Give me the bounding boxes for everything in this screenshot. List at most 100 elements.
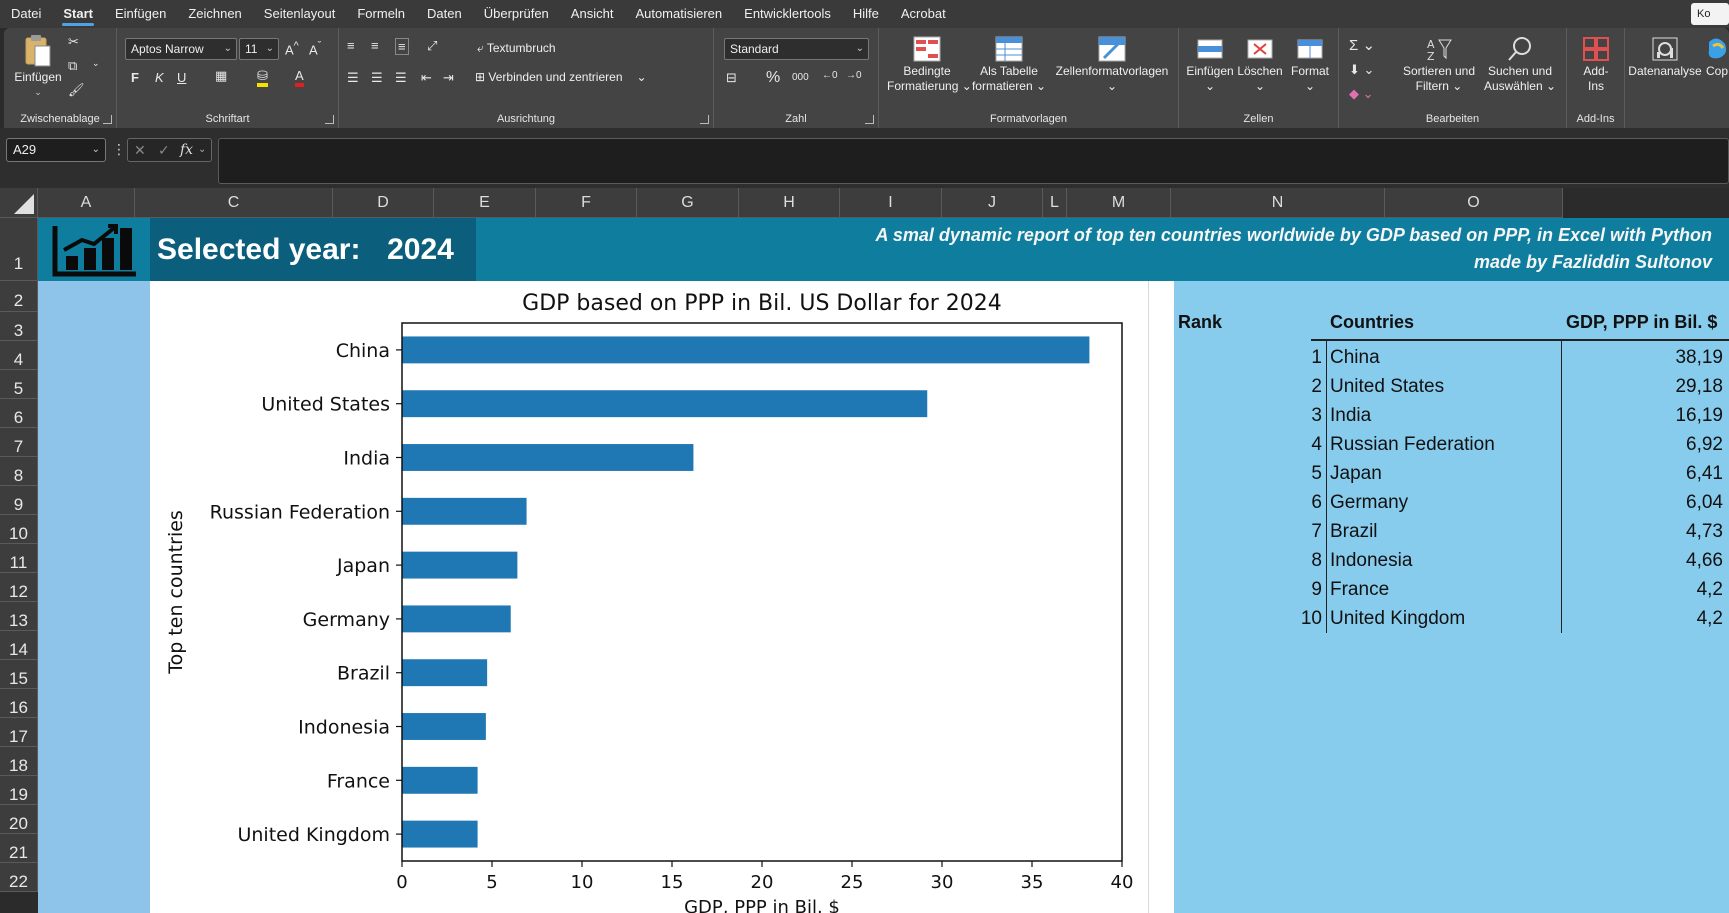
formula-input[interactable] — [218, 138, 1729, 184]
row-header-7[interactable]: 7 — [0, 428, 38, 457]
menu-tab-8[interactable]: Ansicht — [570, 6, 614, 21]
thousands-icon[interactable]: 000 — [792, 72, 809, 83]
increase-indent-icon[interactable]: ⇥ — [443, 70, 454, 85]
number-launcher[interactable] — [865, 115, 874, 124]
insert-cells-button[interactable]: Einfügen ⌄ — [1185, 36, 1235, 94]
comments-button[interactable]: Ko — [1691, 3, 1729, 25]
menu-tab-11[interactable]: Hilfe — [852, 6, 879, 21]
menu-tab-6[interactable]: Daten — [427, 6, 462, 21]
confirm-icon[interactable]: ✓ — [158, 142, 170, 158]
column-header-a[interactable]: A — [38, 188, 135, 218]
row-header-18[interactable]: 18 — [0, 747, 38, 776]
row-header-20[interactable]: 20 — [0, 805, 38, 834]
autosum-icon[interactable]: Σ ⌄ — [1349, 37, 1376, 54]
font-name-combo[interactable]: Aptos Narrow ⌄ — [125, 38, 237, 60]
alignment-launcher[interactable] — [700, 115, 709, 124]
data-analysis-button[interactable]: Datenanalyse — [1627, 36, 1703, 79]
row-header-10[interactable]: 10 — [0, 515, 38, 544]
font-color-icon[interactable]: A — [295, 68, 304, 87]
format-cells-button[interactable]: Format ⌄ — [1285, 36, 1335, 94]
menu-tab-3[interactable]: Zeichnen — [188, 6, 242, 21]
menu-tab-10[interactable]: Entwicklertools — [744, 6, 831, 21]
clipboard-launcher[interactable] — [103, 115, 112, 124]
align-center-icon[interactable]: ☰ — [371, 70, 383, 85]
bold-button[interactable]: F — [131, 70, 139, 85]
column-header-h[interactable]: H — [739, 188, 840, 218]
name-box[interactable]: A29 ⌄ — [6, 138, 106, 162]
border-icon[interactable]: ▦ — [215, 68, 228, 83]
addins-button[interactable]: Add- Ins — [1571, 36, 1621, 94]
row-header-2[interactable]: 2 — [0, 281, 38, 312]
menu-tab-7[interactable]: Überprüfen — [483, 6, 549, 21]
align-bottom-icon[interactable]: ≡ — [395, 38, 409, 55]
menu-tab-1[interactable]: Start — [52, 0, 104, 28]
column-header-i[interactable]: I — [840, 188, 942, 218]
row-header-16[interactable]: 16 — [0, 689, 38, 718]
merge-center-button[interactable]: ⊞ Verbinden und zentrieren ⌄ — [475, 70, 647, 84]
insert-function-icon[interactable]: fx — [180, 142, 194, 158]
cancel-icon[interactable]: ✕ — [134, 142, 146, 158]
column-header-c[interactable]: C — [135, 188, 333, 218]
row-header-21[interactable]: 21 — [0, 834, 38, 863]
column-header-g[interactable]: G — [637, 188, 739, 218]
selected-year-value[interactable]: 2024 — [365, 218, 476, 281]
copy-dropdown-icon[interactable]: ⌄ — [92, 58, 100, 68]
font-size-combo[interactable]: 11 ⌄ — [239, 38, 279, 60]
menu-tab-2[interactable]: Einfügen — [114, 6, 167, 21]
menu-tab-4[interactable]: Seitenlayout — [263, 6, 336, 21]
align-middle-icon[interactable]: ≡ — [371, 38, 379, 53]
percent-icon[interactable]: % — [766, 69, 781, 86]
format-painter-icon[interactable]: 🖌 — [68, 82, 85, 97]
decrease-indent-icon[interactable]: ⇤ — [421, 70, 432, 85]
row-header-13[interactable]: 13 — [0, 602, 38, 631]
row-header-11[interactable]: 11 — [0, 544, 38, 573]
column-header-m[interactable]: M — [1067, 188, 1171, 218]
column-header-f[interactable]: F — [536, 188, 637, 218]
menu-tab-5[interactable]: Formeln — [357, 6, 406, 21]
cut-icon[interactable]: ✂ — [68, 34, 79, 49]
align-top-icon[interactable]: ≡ — [347, 38, 355, 53]
row-header-22[interactable]: 22 — [0, 863, 38, 892]
increase-decimal-icon[interactable]: ←0 — [822, 70, 838, 81]
row-header-14[interactable]: 14 — [0, 631, 38, 660]
fill-color-icon[interactable]: ⛁ — [257, 68, 268, 87]
row-header-4[interactable]: 4 — [0, 341, 38, 370]
copilot-button[interactable]: Cop — [1705, 36, 1729, 79]
row-header-5[interactable]: 5 — [0, 370, 38, 399]
conditional-formatting-button[interactable]: Bedingte Formatierung ⌄ — [887, 36, 972, 94]
row-header-19[interactable]: 19 — [0, 776, 38, 805]
italic-button[interactable]: K — [155, 70, 164, 85]
align-left-icon[interactable]: ☰ — [347, 70, 359, 85]
format-as-table-button[interactable]: Als Tabelle formatieren ⌄ — [971, 36, 1047, 94]
column-header-o[interactable]: O — [1385, 188, 1563, 218]
orientation-icon[interactable]: ⤢ — [427, 38, 438, 53]
shrink-font-icon[interactable]: Aˇ — [309, 40, 322, 58]
chart-area[interactable]: GDP based on PPP in Bil. US Dollar for 2… — [150, 281, 1174, 913]
row-header-6[interactable]: 6 — [0, 399, 38, 428]
column-header-j[interactable]: J — [942, 188, 1043, 218]
column-header-e[interactable]: E — [434, 188, 536, 218]
font-launcher[interactable] — [325, 115, 334, 124]
row-header-3[interactable]: 3 — [0, 312, 38, 341]
row-header-12[interactable]: 12 — [0, 573, 38, 602]
row-header-9[interactable]: 9 — [0, 486, 38, 515]
copy-icon[interactable]: ⧉ — [68, 58, 78, 73]
decrease-decimal-icon[interactable]: →0 — [846, 70, 862, 81]
paste-button[interactable]: Einfügen ⌄ — [12, 34, 64, 100]
select-all-corner[interactable] — [0, 188, 38, 218]
underline-button[interactable]: U — [177, 70, 187, 85]
menu-tab-9[interactable]: Automatisieren — [635, 6, 723, 21]
find-select-button[interactable]: Suchen und Auswählen ⌄ — [1479, 36, 1561, 94]
row-header-15[interactable]: 15 — [0, 660, 38, 689]
menu-tab-0[interactable]: Datei — [11, 6, 42, 21]
fill-icon[interactable]: ⬇ ⌄ — [1349, 62, 1375, 77]
wrap-text-button[interactable]: ⤶ Textumbruch — [477, 41, 556, 56]
menu-tab-12[interactable]: Acrobat — [900, 6, 946, 21]
row-header-17[interactable]: 17 — [0, 718, 38, 747]
sort-filter-button[interactable]: A Z Sortieren und Filtern ⌄ — [1399, 36, 1479, 94]
sheet-area[interactable]: Selected year: 2024 A smal dynamic repor… — [38, 218, 1729, 913]
number-format-combo[interactable]: Standard ⌄ — [724, 38, 869, 60]
column-header-l[interactable]: L — [1043, 188, 1067, 218]
grow-font-icon[interactable]: A^ — [285, 40, 299, 58]
column-header-d[interactable]: D — [333, 188, 434, 218]
